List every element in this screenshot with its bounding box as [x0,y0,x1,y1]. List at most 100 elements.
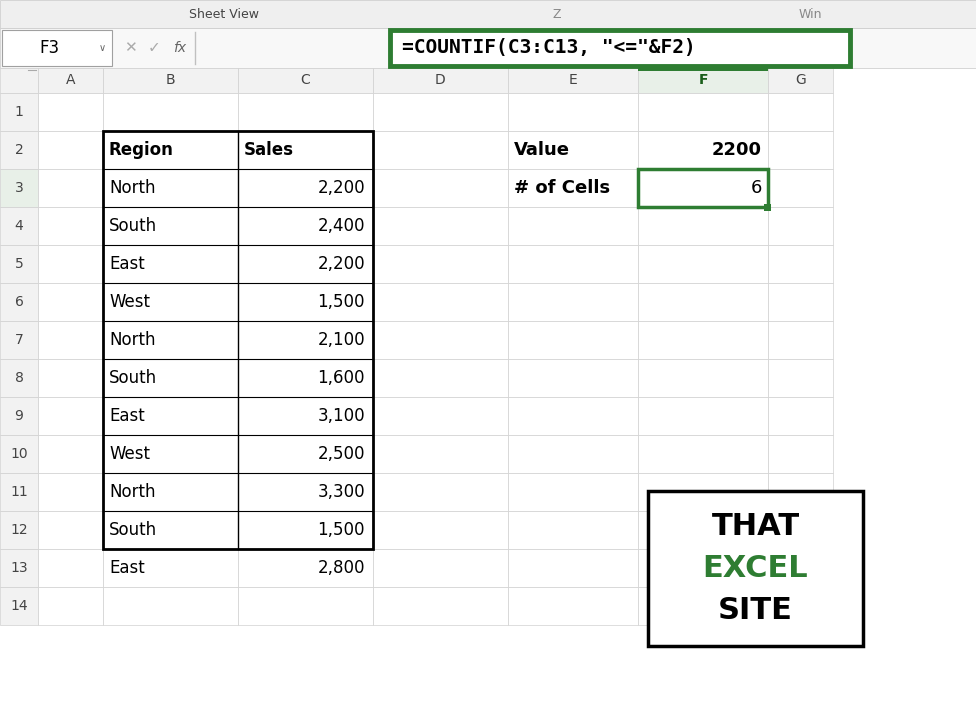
Bar [38,93,103,131]
Bar [763,203,770,210]
Bar [638,169,768,207]
Bar [508,435,638,473]
Bar [768,283,833,321]
Bar [373,283,508,321]
Bar [0,93,38,131]
Text: East: East [109,559,144,577]
Text: 6: 6 [751,179,762,197]
Text: East: East [109,255,144,273]
Bar [103,245,238,283]
Text: THAT: THAT [712,512,799,541]
Text: Win: Win [798,8,822,20]
Bar [638,397,768,435]
Bar [373,549,508,587]
Bar [103,131,238,169]
Text: 4: 4 [15,219,23,233]
Text: # of Cells: # of Cells [514,179,610,197]
Bar [768,473,833,511]
Bar [38,359,103,397]
Bar [0,511,38,549]
Bar [638,68,768,71]
Bar [638,207,768,245]
Text: 1,500: 1,500 [317,521,365,539]
Text: G: G [795,73,806,88]
Text: 14: 14 [10,599,27,613]
Bar [38,321,103,359]
Text: Sheet View: Sheet View [189,8,260,20]
Bar [103,321,238,359]
Bar [0,169,38,207]
Text: 2,100: 2,100 [317,331,365,349]
Bar [373,587,508,625]
Bar [38,549,103,587]
Bar [103,587,238,625]
Text: 2200: 2200 [712,141,762,159]
Bar [373,473,508,511]
Bar [238,587,373,625]
Bar [38,397,103,435]
Bar [638,321,768,359]
Bar [508,283,638,321]
Bar [0,28,976,68]
Bar [238,321,373,359]
Bar [768,359,833,397]
Bar [638,93,768,131]
Bar [38,435,103,473]
Bar [768,207,833,245]
Bar [103,511,238,549]
Bar [768,245,833,283]
Bar [38,207,103,245]
Bar [238,283,373,321]
Bar [0,207,38,245]
Text: East: East [109,407,144,425]
Bar [238,549,373,587]
Bar [0,245,38,283]
Bar [638,435,768,473]
Text: 7: 7 [15,333,23,347]
Text: 1,600: 1,600 [317,369,365,387]
Bar [0,397,38,435]
Text: 2,200: 2,200 [317,255,365,273]
Bar [103,359,238,397]
Bar [768,131,833,169]
Bar [38,131,103,169]
Bar [103,131,373,549]
Text: ✕: ✕ [124,40,137,56]
Bar [38,587,103,625]
Text: Value: Value [514,141,570,159]
Text: 2,500: 2,500 [317,445,365,463]
Bar [103,169,238,207]
Bar [0,131,38,169]
Text: D: D [435,73,446,88]
Text: B: B [166,73,176,88]
Text: F: F [698,73,708,88]
Bar [238,131,373,169]
Bar [638,245,768,283]
Text: 3: 3 [15,181,23,195]
Bar [238,359,373,397]
Bar [373,511,508,549]
Bar [508,397,638,435]
Bar [238,169,373,207]
Bar [238,435,373,473]
Bar [373,245,508,283]
Bar [648,491,863,646]
Bar [38,473,103,511]
Text: West: West [109,445,150,463]
Text: A: A [65,73,75,88]
Bar [373,321,508,359]
Bar [638,359,768,397]
Text: SITE: SITE [718,596,793,625]
Bar [103,283,238,321]
Text: ✓: ✓ [147,40,160,56]
Bar [508,245,638,283]
Bar [238,245,373,283]
Bar [638,131,768,169]
Text: 9: 9 [15,409,23,423]
Bar [768,321,833,359]
Bar [103,207,238,245]
Bar [638,511,768,549]
Bar [38,68,103,93]
Bar [638,283,768,321]
Bar [768,68,833,93]
